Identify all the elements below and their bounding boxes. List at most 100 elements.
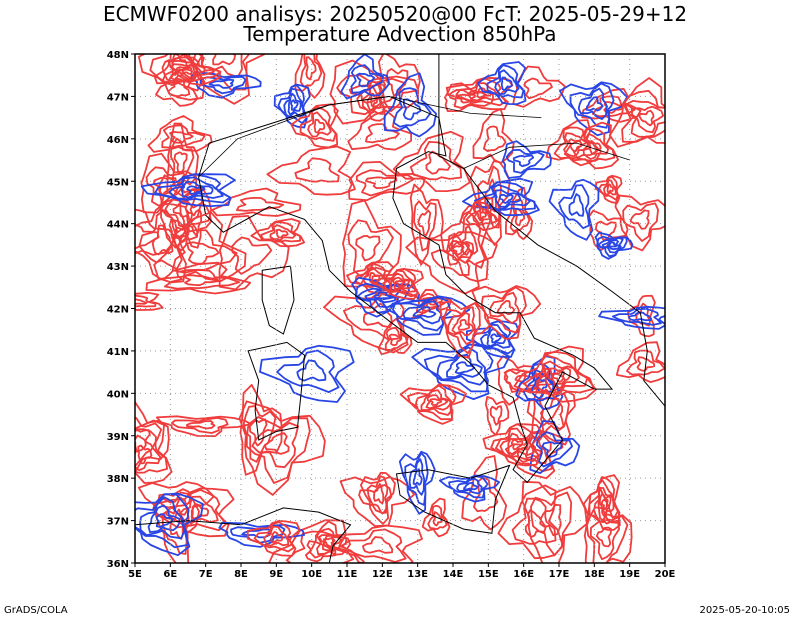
contour-line — [263, 432, 290, 455]
contour-line — [135, 428, 169, 474]
contour-line — [287, 92, 302, 116]
lat-tick-label: 36N — [107, 559, 129, 570]
contour-line — [606, 241, 618, 248]
map-title: ECMWF0200 analisys: 20250520@00 FcT: 202… — [102, 2, 688, 26]
contour-line — [489, 405, 503, 426]
contour-line — [348, 160, 426, 202]
lon-tick-label: 6E — [163, 569, 177, 580]
contour-line — [165, 488, 228, 532]
lat-tick-label: 39N — [107, 432, 129, 443]
contour-line — [402, 98, 422, 121]
contour-line — [505, 148, 545, 174]
lon-tick-label: 7E — [199, 569, 213, 580]
contour-line — [322, 537, 336, 548]
contour-line — [140, 173, 236, 208]
contour-line — [323, 288, 427, 354]
contour-line — [273, 83, 311, 129]
contour-line — [500, 76, 513, 91]
contour-line — [465, 320, 520, 358]
contour-line — [147, 504, 181, 533]
contour-line — [606, 183, 614, 194]
contour-line — [190, 502, 210, 520]
contour-line — [347, 219, 394, 278]
contour-line — [169, 130, 194, 144]
contour-line — [263, 525, 290, 547]
contour-line — [145, 261, 252, 295]
contour-line — [350, 64, 384, 94]
contour-line — [573, 128, 616, 162]
contour-line — [245, 416, 311, 484]
contour-line — [342, 199, 402, 288]
lat-tick-label: 44N — [107, 220, 129, 231]
contour-line — [551, 370, 566, 383]
contour-line — [594, 174, 623, 204]
contour-line — [511, 497, 557, 545]
contour-line — [621, 89, 665, 143]
contour-line — [145, 166, 190, 207]
contour-line — [603, 179, 617, 196]
contour-line — [186, 185, 206, 195]
contour-line — [460, 225, 479, 256]
contour-line — [135, 492, 204, 557]
contour-line — [399, 384, 467, 425]
contour-line — [471, 285, 542, 340]
contour-line — [582, 132, 610, 161]
contour-line — [510, 438, 524, 451]
contour-line — [628, 311, 652, 322]
contour-line — [170, 63, 206, 82]
contour-line — [582, 474, 621, 531]
contour-line — [175, 64, 199, 79]
contour-line — [457, 318, 471, 331]
contour-line — [218, 521, 306, 548]
country-border — [198, 104, 330, 178]
lon-tick-label: 11E — [337, 569, 358, 580]
contour-line — [558, 184, 590, 230]
contour-line — [499, 427, 535, 458]
contour-line — [636, 356, 656, 372]
contour-line — [494, 189, 522, 208]
contour-line — [629, 209, 650, 230]
contour-line — [448, 89, 488, 109]
contour-line — [530, 491, 573, 557]
contour-line — [624, 100, 665, 138]
contour-line — [277, 83, 308, 125]
contour-line — [336, 74, 406, 116]
contour-line — [472, 205, 493, 225]
contour-line — [391, 276, 411, 290]
contour-line — [494, 69, 520, 95]
contour-line — [515, 355, 564, 411]
contour-line — [450, 211, 486, 269]
contour-line — [392, 130, 471, 193]
lon-tick-label: 5E — [128, 569, 142, 580]
contour-line — [388, 272, 414, 293]
contour-line — [135, 294, 157, 308]
contour-line — [517, 436, 548, 465]
contour-line — [568, 193, 585, 217]
lon-tick-label: 18E — [584, 569, 605, 580]
contour-line — [251, 421, 300, 469]
contour-line — [459, 196, 501, 232]
lat-tick-label: 41N — [107, 347, 129, 358]
contour-line — [170, 416, 229, 434]
contour-line — [152, 491, 200, 563]
contour-line — [486, 64, 525, 99]
contour-line — [359, 471, 396, 525]
lon-tick-label: 13E — [407, 569, 428, 580]
contour-line — [266, 145, 356, 196]
lat-tick-label: 48N — [107, 50, 129, 61]
contour-line — [290, 103, 339, 149]
contour-line — [577, 87, 608, 120]
contour-line — [409, 140, 463, 181]
contour-line — [413, 200, 437, 252]
contour-line — [432, 511, 443, 527]
contour-line — [638, 109, 655, 127]
contour-line — [182, 54, 266, 105]
contour-line — [186, 208, 203, 237]
contour-line — [427, 504, 448, 530]
lon-tick-label: 15E — [478, 569, 499, 580]
contour-line — [599, 493, 612, 517]
contour-line — [488, 291, 520, 325]
contour-line — [559, 81, 628, 137]
contour-line — [290, 99, 299, 111]
contour-line — [248, 418, 268, 447]
